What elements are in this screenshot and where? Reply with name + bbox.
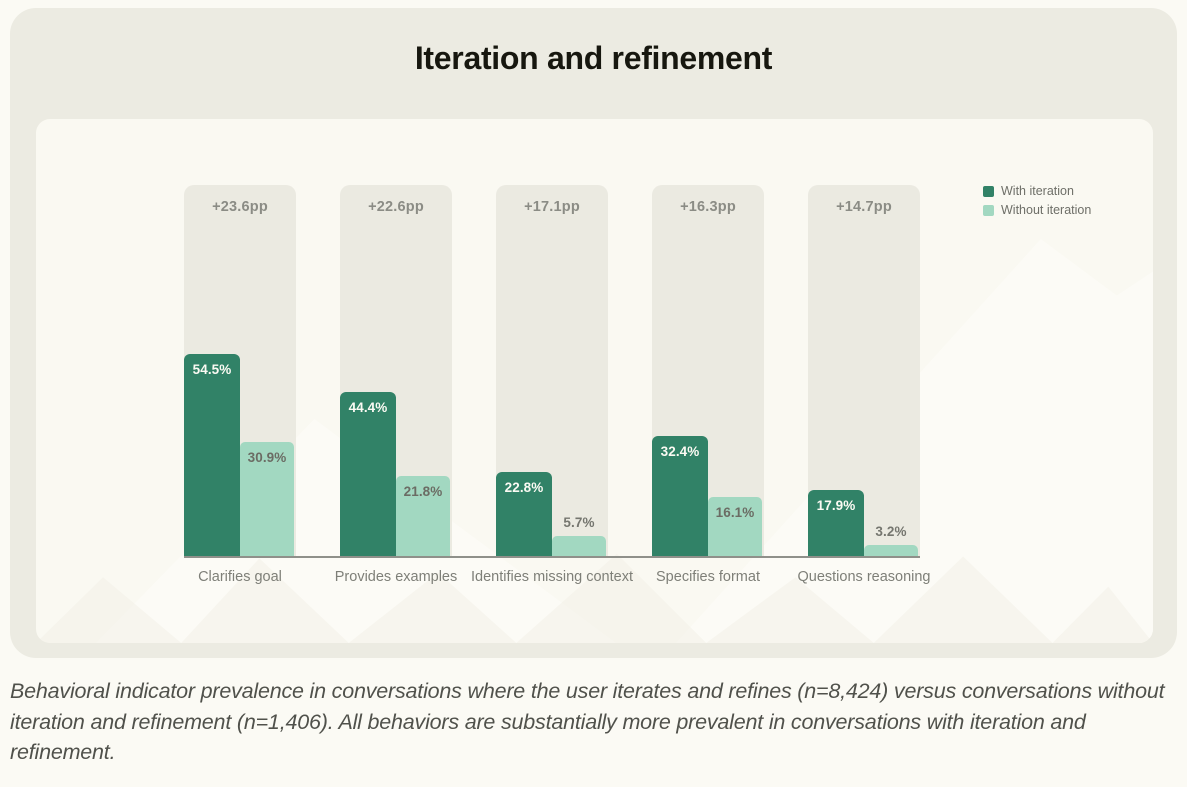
bar-with-iteration: 54.5%	[184, 354, 240, 557]
difference-label: +14.7pp	[836, 199, 892, 215]
bar-value-label: 54.5%	[192, 362, 232, 377]
bar-without-iteration: 30.9%	[240, 442, 294, 557]
legend-item-without-iteration: Without iteration	[983, 203, 1091, 217]
legend-label: Without iteration	[1001, 203, 1092, 217]
difference-label: +23.6pp	[212, 199, 268, 215]
bar-value-label: 32.4%	[660, 444, 700, 459]
bar-value-label: 21.8%	[403, 484, 443, 499]
category-label: Clarifies goal	[198, 569, 282, 585]
bar-without-iteration: 21.8%	[396, 476, 450, 557]
legend-swatch-without-iteration	[983, 204, 994, 216]
bar-value-label: 22.8%	[504, 480, 544, 495]
bar-value-label: 30.9%	[247, 450, 287, 465]
category-label: Provides examples	[334, 569, 458, 585]
bar-without-iteration: 16.1%	[708, 497, 762, 557]
bar-value-label: 3.2%	[875, 524, 907, 539]
chart-legend: With iteration Without iteration	[983, 184, 1091, 217]
bar-without-iteration: 5.7%	[552, 515, 606, 557]
bar-value-label: 16.1%	[715, 505, 755, 520]
legend-swatch-with-iteration	[983, 185, 994, 197]
mountain-zigzag-decoration	[36, 553, 1153, 643]
bar-value-label: 17.9%	[816, 498, 856, 513]
bar-with-iteration: 32.4%	[652, 436, 708, 557]
x-axis-line	[184, 556, 920, 558]
category-label: Identifies missing context	[471, 569, 633, 585]
legend-item-with-iteration: With iteration	[983, 184, 1091, 198]
difference-label: +17.1pp	[524, 199, 580, 215]
bar-without-iteration: 3.2%	[864, 524, 918, 557]
bar-value-label: 44.4%	[348, 400, 388, 415]
bar-value-label: 5.7%	[563, 515, 595, 530]
difference-label: +16.3pp	[680, 199, 736, 215]
chart-title: Iteration and refinement	[414, 40, 773, 76]
legend-label: With iteration	[1001, 184, 1074, 198]
bar-with-iteration: 17.9%	[808, 490, 864, 557]
bar-with-iteration: 44.4%	[340, 392, 396, 557]
bar-with-iteration: 22.8%	[496, 472, 552, 557]
figure-caption: Behavioral indicator prevalence in conve…	[10, 679, 1165, 765]
category-label: Specifies format	[656, 569, 760, 585]
difference-label: +22.6pp	[368, 199, 424, 215]
category-label: Questions reasoning	[797, 569, 931, 585]
